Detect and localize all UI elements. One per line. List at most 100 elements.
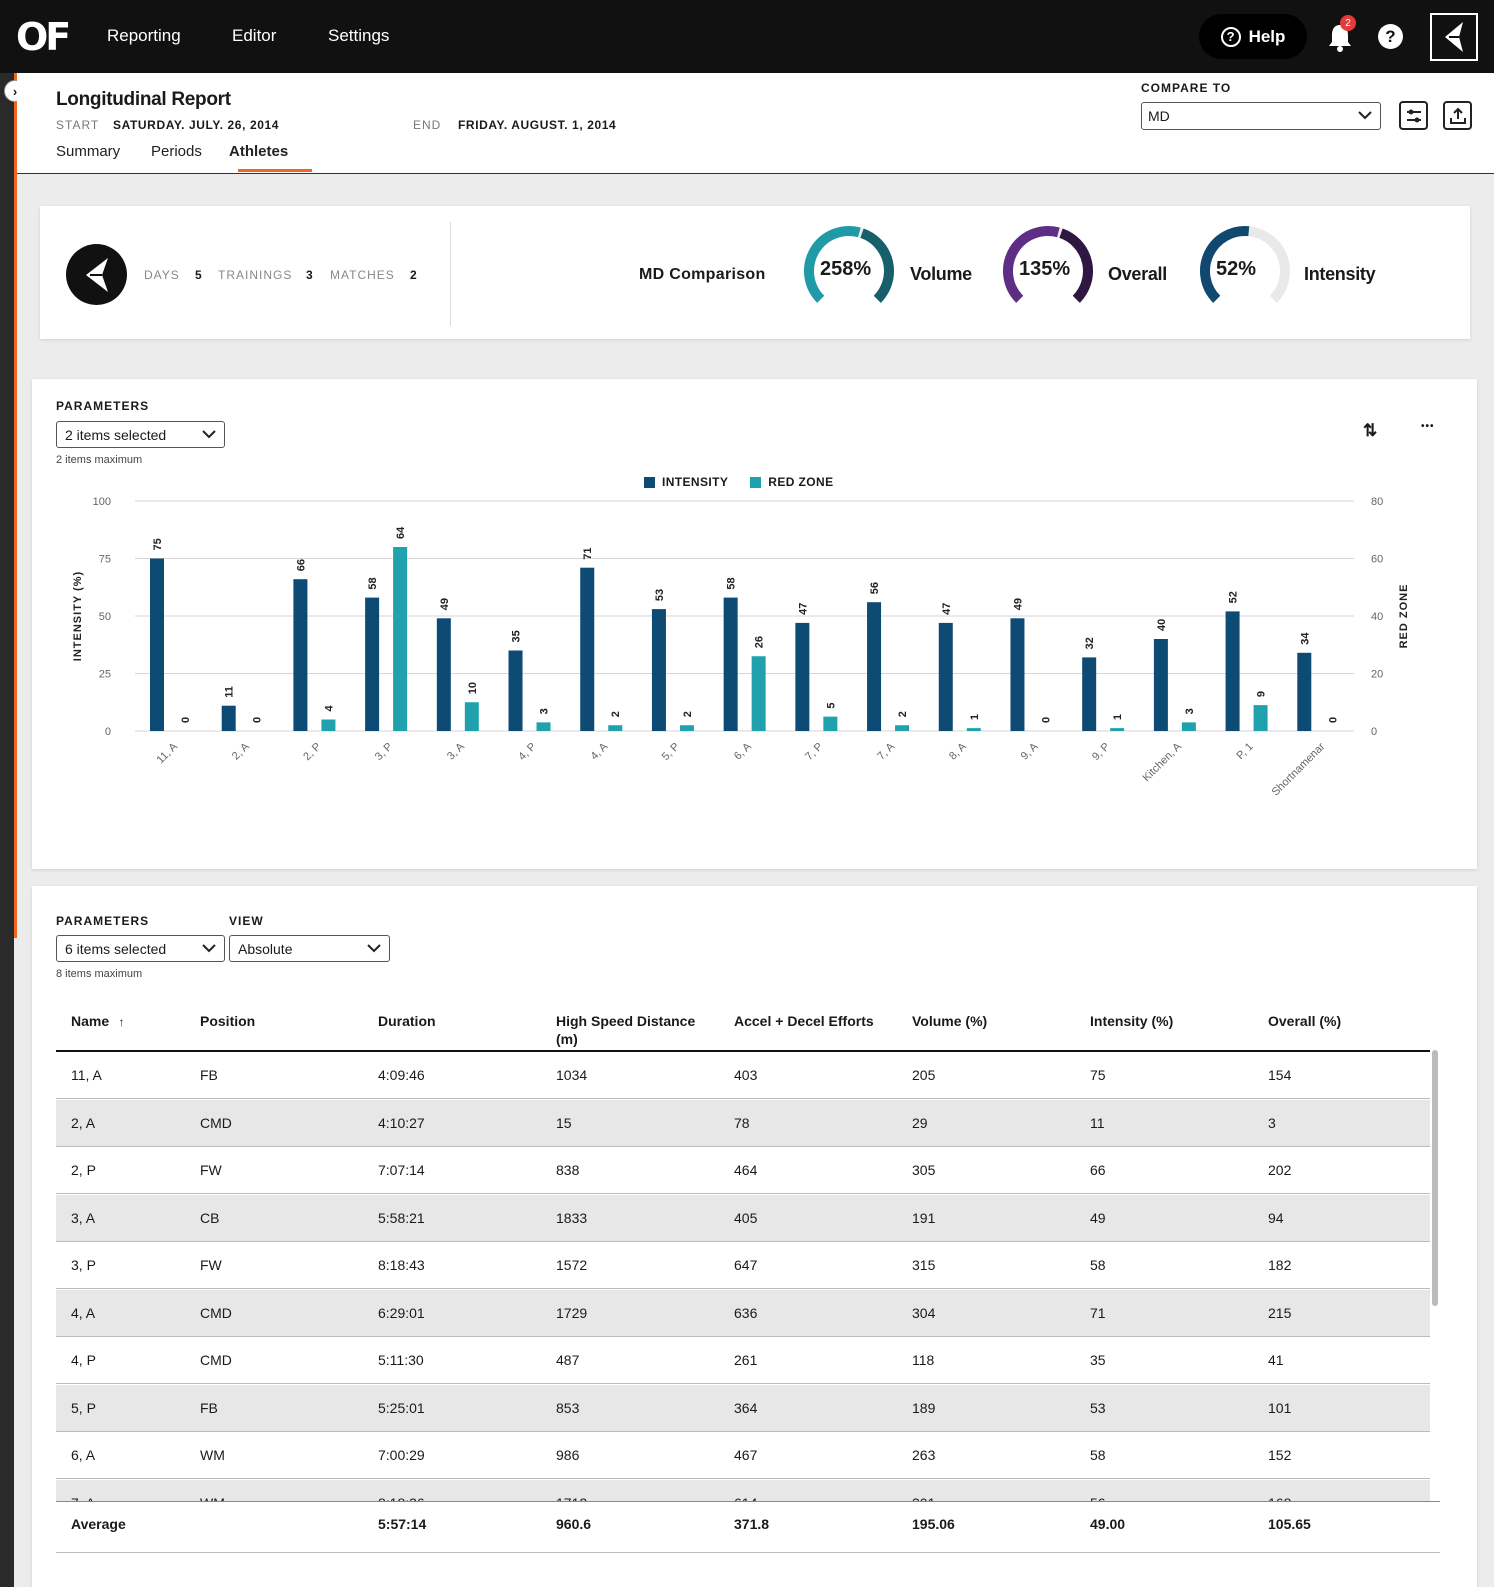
intensity-data-label: 75 <box>152 538 164 550</box>
table-cell: 75 <box>1090 1067 1106 1083</box>
column-header[interactable]: Name ↑ <box>71 1013 125 1029</box>
intensity-bar <box>365 597 380 731</box>
nav-reporting[interactable]: Reporting <box>107 26 181 45</box>
column-header[interactable]: Accel + Decel Efforts <box>734 1013 874 1029</box>
more-options-icon[interactable]: ••• <box>1421 421 1435 432</box>
table-cell: 5:58:21 <box>378 1209 425 1226</box>
view-dropdown[interactable]: Absolute <box>229 935 390 962</box>
red-zone-data-label: 0 <box>180 717 192 723</box>
y2-axis-title: RED ZONE <box>1398 584 1410 649</box>
view-label: VIEW <box>229 914 264 928</box>
end-label: END <box>413 118 442 132</box>
intensity-bar <box>150 558 164 731</box>
table-parameters-dropdown[interactable]: 6 items selected <box>56 935 225 962</box>
export-button[interactable] <box>1443 101 1472 130</box>
table-cell: 53 <box>1090 1399 1106 1416</box>
table-cell: 202 <box>1268 1162 1292 1178</box>
tab-periods[interactable]: Periods <box>151 143 202 160</box>
table-row[interactable]: 2, P FW 7:07:14 838 464 305 66 202 <box>56 1147 1430 1194</box>
table-cell: 11, A <box>71 1067 102 1083</box>
gauge-arc <box>1200 226 1250 303</box>
tab-summary[interactable]: Summary <box>56 143 121 160</box>
y-tick-label: 75 <box>99 554 111 566</box>
table-row[interactable]: 6, A WM 7:00:29 986 467 263 58 152 <box>56 1432 1430 1479</box>
left-rail <box>0 73 14 1587</box>
legend-label-intensity: INTENSITY <box>662 475 729 489</box>
table-cell: 2, P <box>71 1162 96 1178</box>
tab-athletes[interactable]: Athletes <box>229 143 289 160</box>
table-cell: 647 <box>734 1257 758 1273</box>
intensity-data-label: 49 <box>1012 598 1024 610</box>
report-header: Longitudinal Report START SATURDAY. JULY… <box>17 73 1494 174</box>
compare-to-select[interactable]: MD <box>1141 102 1381 130</box>
help-button[interactable]: ? Help <box>1199 14 1307 59</box>
table-cell: 6, A <box>71 1447 96 1463</box>
athlete-summary-card: DAYS 5 TRAININGS 3 MATCHES 2 MD Comparis… <box>40 206 1470 339</box>
intensity-bar <box>580 567 595 731</box>
start-date: SATURDAY. JULY. 26, 2014 <box>113 118 280 132</box>
team-logo-icon[interactable] <box>1430 13 1478 61</box>
table-cell: 986 <box>556 1447 580 1463</box>
column-header[interactable]: High Speed Distance (m) <box>556 1013 696 1047</box>
gauge-arc <box>1003 226 1060 303</box>
table-cell: 182 <box>1268 1257 1292 1273</box>
column-header[interactable]: Intensity (%) <box>1090 1013 1174 1029</box>
table-cell: 78 <box>734 1114 750 1131</box>
table-parameters-label: PARAMETERS <box>56 914 150 928</box>
intensity-bar <box>221 705 236 731</box>
y2-tick-label: 60 <box>1371 554 1383 566</box>
table-cell: 3, P <box>71 1257 96 1273</box>
column-header[interactable]: Volume (%) <box>912 1013 988 1029</box>
table-cell: 5, P <box>71 1399 96 1416</box>
chart-parameters-dropdown[interactable]: 2 items selected <box>56 421 225 448</box>
table-row[interactable]: 11, A FB 4:09:46 1034 403 205 75 154 <box>56 1052 1430 1099</box>
column-header[interactable]: Duration <box>378 1013 436 1029</box>
y2-tick-label: 40 <box>1371 611 1383 623</box>
table-row[interactable]: 3, A CB 5:58:21 1833 405 191 49 94 <box>56 1194 1430 1242</box>
column-header[interactable]: Overall (%) <box>1268 1013 1342 1029</box>
view-value: Absolute <box>238 940 293 957</box>
card-divider <box>450 222 451 326</box>
table-scrollbar[interactable] <box>1430 1048 1440 1503</box>
table-cell: 304 <box>912 1304 936 1321</box>
red-zone-data-label: 1 <box>1112 714 1124 720</box>
chevron-down-icon <box>202 944 216 953</box>
table-cell: FB <box>200 1399 218 1416</box>
red-zone-data-label: 1 <box>969 714 981 720</box>
rail-accent <box>14 73 17 938</box>
red-zone-bar <box>393 547 408 731</box>
feather-logo-icon <box>1445 22 1463 52</box>
intensity-data-label: 11 <box>224 686 236 698</box>
table-row[interactable]: 4, A CMD 6:29:01 1729 636 304 71 215 <box>56 1289 1430 1337</box>
filter-settings-button[interactable] <box>1399 101 1428 130</box>
average-cell: Average <box>71 1516 126 1532</box>
legend-item-red-zone: RED ZONE <box>750 475 833 489</box>
app-logo[interactable]: OF <box>16 15 71 59</box>
sort-arrows-icon[interactable]: ⇅ <box>1363 421 1378 440</box>
table-row[interactable]: 5, P FB 5:25:01 853 364 189 53 101 <box>56 1384 1430 1432</box>
nav-settings[interactable]: Settings <box>328 26 390 45</box>
column-header[interactable]: Position <box>200 1013 256 1029</box>
table-row[interactable]: 3, P FW 8:18:43 1572 647 315 58 182 <box>56 1242 1430 1289</box>
x-tick-label: 2, A <box>230 740 252 762</box>
intensity-data-label: 40 <box>1156 619 1168 631</box>
intensity-data-label: 47 <box>797 603 809 615</box>
intensity-bar <box>1297 652 1312 731</box>
chart-parameters-value: 2 items selected <box>65 426 167 443</box>
nav-editor[interactable]: Editor <box>232 26 277 45</box>
table-row[interactable]: 2, A CMD 4:10:27 15 78 29 11 3 <box>56 1099 1430 1147</box>
table-row[interactable]: 4, P CMD 5:11:30 487 261 118 35 41 <box>56 1337 1430 1384</box>
red-zone-data-label: 0 <box>252 717 264 723</box>
gauge-arc <box>804 226 861 303</box>
question-icon[interactable]: ? <box>1378 24 1403 49</box>
red-zone-data-label: 3 <box>539 708 551 714</box>
intensity-data-label: 47 <box>941 603 953 615</box>
y-axis-title: INTENSITY (%) <box>72 571 84 661</box>
sort-ascending-icon[interactable]: ↑ <box>115 1015 125 1029</box>
average-cell: 195.06 <box>912 1516 955 1532</box>
scrollbar-thumb[interactable] <box>1432 1050 1438 1306</box>
x-tick-label: P, 1 <box>1234 741 1255 762</box>
intensity-data-label: 58 <box>367 577 379 589</box>
legend-label-red-zone: RED ZONE <box>768 475 834 489</box>
